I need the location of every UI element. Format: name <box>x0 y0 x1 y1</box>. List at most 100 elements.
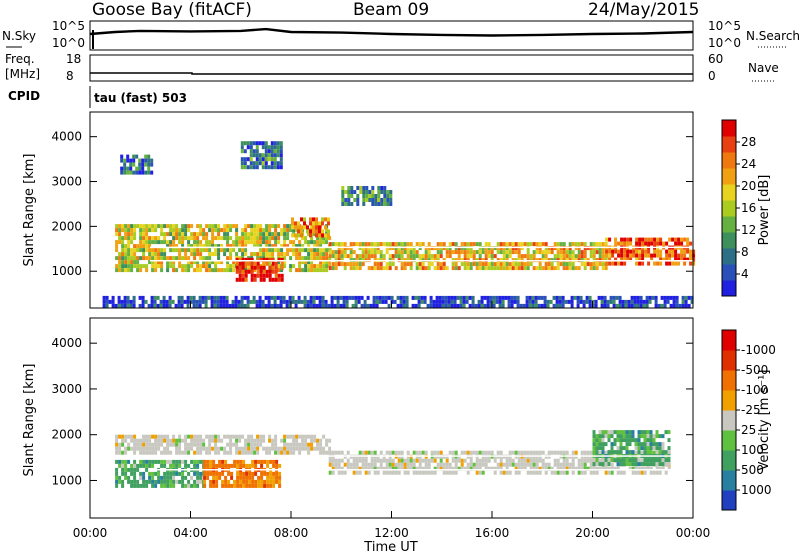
heatmap-cell <box>388 242 392 247</box>
heatmap-cell <box>435 303 439 308</box>
heatmap-cell <box>276 141 280 146</box>
heatmap-cell <box>622 438 626 443</box>
heatmap-cell <box>683 253 687 258</box>
heatmap-cell <box>371 198 375 202</box>
heatmap-cell <box>595 242 599 247</box>
heatmap-cell <box>418 450 422 455</box>
heatmap-cell <box>199 244 203 249</box>
heatmap-cell <box>181 244 185 249</box>
heatmap-cell <box>262 252 266 257</box>
heatmap-cell <box>256 273 260 278</box>
heatmap-cell <box>252 141 256 146</box>
heatmap-cell <box>315 233 318 238</box>
colorbar-segment <box>722 330 736 351</box>
heatmap-cell <box>238 244 242 249</box>
heatmap-cell <box>595 250 599 255</box>
heatmap-cell <box>620 237 624 242</box>
heatmap-cell <box>373 262 377 267</box>
heatmap-cell <box>139 256 143 261</box>
heatmap-cell <box>199 479 203 484</box>
heatmap-cell <box>382 266 386 271</box>
heatmap-cell <box>313 248 317 253</box>
heatmap-cell <box>215 463 219 468</box>
heatmap-cell <box>412 450 416 455</box>
heatmap-cell <box>279 157 283 162</box>
heatmap-cell <box>172 224 176 229</box>
heatmap-cell <box>118 228 122 233</box>
heatmap-cell <box>490 266 494 271</box>
heatmap-cell <box>616 434 620 439</box>
heatmap-cell <box>199 438 203 443</box>
heatmap-cell <box>261 145 265 150</box>
heatmap-cell <box>671 253 675 258</box>
heatmap-cell <box>589 242 593 247</box>
heatmap-cell <box>280 257 284 262</box>
heatmap-cell <box>475 470 479 475</box>
heatmap-cell <box>124 268 128 273</box>
heatmap-cell <box>463 458 467 463</box>
heatmap-cell <box>692 261 696 266</box>
heatmap-cell <box>367 242 371 247</box>
heatmap-cell <box>352 262 356 267</box>
heatmap-cell <box>124 264 128 269</box>
heatmap-cell <box>349 254 353 259</box>
heatmap-cell <box>362 194 366 198</box>
heatmap-cell <box>617 249 621 254</box>
heatmap-cell <box>120 158 124 163</box>
heatmap-cell <box>342 295 346 300</box>
heatmap-cell <box>319 268 323 273</box>
heatmap-cell <box>163 446 167 451</box>
heatmap-cell <box>501 303 505 308</box>
heatmap-cell <box>501 295 505 300</box>
heatmap-cell <box>553 470 557 475</box>
heatmap-cell <box>127 479 131 484</box>
heatmap-cell <box>217 438 221 443</box>
heatmap-cell <box>210 303 214 308</box>
heatmap-cell <box>433 450 437 455</box>
heatmap-cell <box>142 479 146 484</box>
heatmap-cell <box>601 254 605 259</box>
heatmap-cell <box>221 471 225 476</box>
heatmap-cell <box>405 303 409 308</box>
heatmap-cell <box>400 254 404 259</box>
heatmap-cell <box>424 462 428 467</box>
heatmap-cell <box>208 256 212 261</box>
heatmap-cell <box>259 228 263 233</box>
colorbar-segment <box>722 410 736 431</box>
heatmap-cell <box>196 438 200 443</box>
heatmap-cell <box>239 483 243 488</box>
heatmap-cell <box>640 434 644 439</box>
heatmap-cell <box>649 442 653 447</box>
heatmap-cell <box>646 462 650 467</box>
heatmap-cell <box>649 438 653 443</box>
heatmap-cell <box>514 266 518 271</box>
heatmap-cell <box>121 264 125 269</box>
heatmap-cell <box>206 463 210 468</box>
heatmap-cell <box>310 442 314 447</box>
heatmap-cell <box>462 303 466 308</box>
heatmap-cell <box>427 466 431 471</box>
xtick-label: 04:00 <box>173 526 208 540</box>
heatmap-cell <box>655 430 659 435</box>
heatmap-cell <box>244 438 248 443</box>
heatmap-cell <box>604 450 608 455</box>
heatmap-cell <box>138 170 142 175</box>
heatmap-cell <box>291 295 295 300</box>
heatmap-cell <box>257 475 261 480</box>
heatmap-cell <box>613 430 617 435</box>
heatmap-cell <box>136 264 140 269</box>
heatmap-cell <box>105 295 109 300</box>
heatmap-cell <box>214 450 218 455</box>
heatmap-cell <box>385 262 389 267</box>
heatmap-cell <box>362 202 366 206</box>
heatmap-cell <box>312 217 315 222</box>
heatmap-cell <box>387 295 391 300</box>
heatmap-cell <box>592 434 596 439</box>
heatmap-cell <box>681 299 685 304</box>
heatmap-cell <box>610 462 614 467</box>
heatmap-cell <box>151 236 155 241</box>
heatmap-cell <box>394 266 398 271</box>
heatmap-cell <box>193 232 197 237</box>
heatmap-cell <box>532 250 536 255</box>
heatmap-cell <box>621 303 625 308</box>
